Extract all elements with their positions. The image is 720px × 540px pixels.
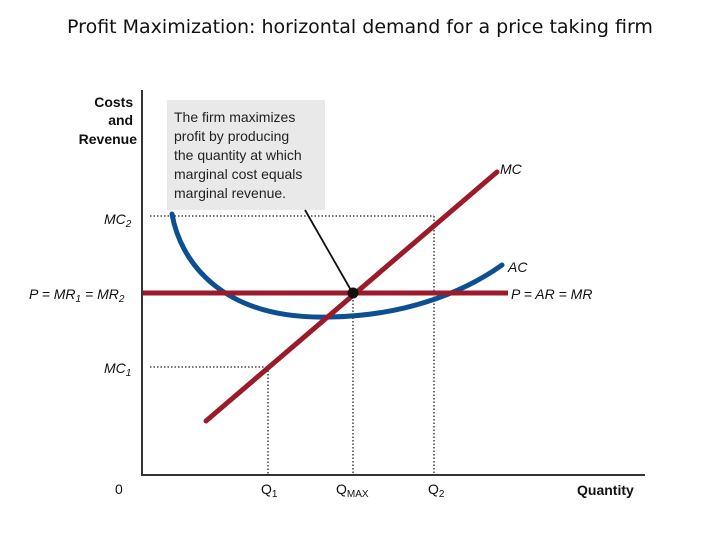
- mc1-label: MC1: [104, 360, 131, 379]
- origin-label: 0: [115, 481, 123, 497]
- q2-label: Q2: [428, 481, 445, 500]
- x-axis-label: Quantity: [577, 482, 634, 498]
- annotation-box: [167, 100, 325, 210]
- mc-curve-label: MC: [500, 161, 523, 177]
- ac-curve-label: AC: [507, 259, 528, 275]
- demand-curve-label: P = AR = MR: [511, 286, 592, 302]
- qmax-label: QMAX: [336, 481, 369, 500]
- slide-title: Profit Maximization: horizontal demand f…: [67, 16, 653, 38]
- annotation-pointer: [304, 209, 353, 293]
- q1-label: Q1: [261, 481, 278, 500]
- price-label: P = MR1 = MR2: [29, 286, 125, 305]
- annotation-text: The firm maximizes profit by producing t…: [174, 109, 306, 201]
- mc2-label: MC2: [104, 211, 132, 230]
- y-axis-label: Costs and Revenue: [79, 94, 138, 147]
- profit-max-point: [347, 287, 359, 299]
